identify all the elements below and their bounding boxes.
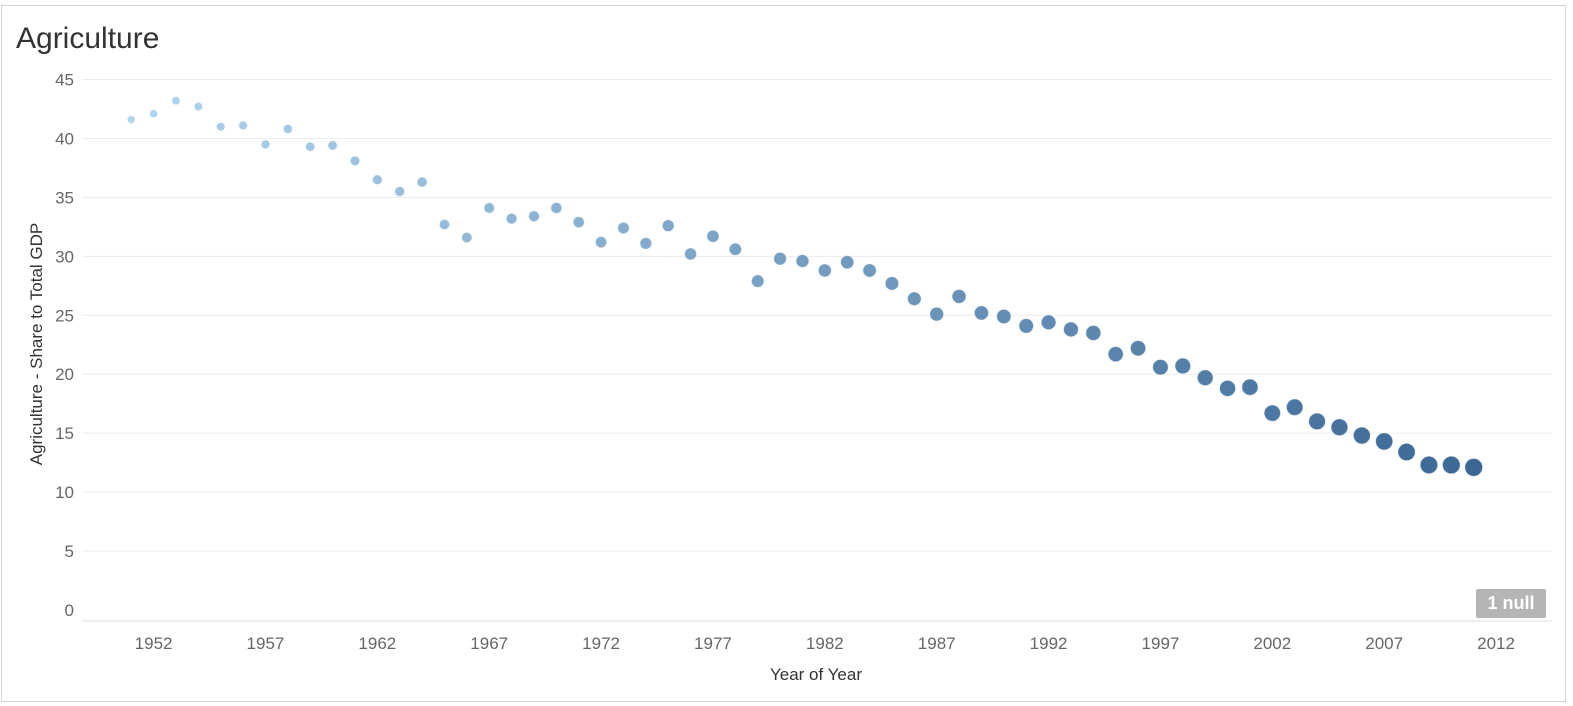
data-point[interactable] xyxy=(1285,398,1304,417)
x-tick-label: 1992 xyxy=(1030,634,1068,653)
data-point[interactable] xyxy=(817,263,832,278)
data-point[interactable] xyxy=(1263,404,1282,422)
data-point[interactable] xyxy=(884,276,900,291)
data-point[interactable] xyxy=(1129,340,1147,357)
data-point[interactable] xyxy=(238,120,249,131)
data-point[interactable] xyxy=(193,101,204,112)
data-point[interactable] xyxy=(438,218,451,231)
chart-title: Agriculture xyxy=(16,22,160,55)
y-tick-label: 35 xyxy=(55,188,74,207)
data-point[interactable] xyxy=(840,255,855,270)
data-point[interactable] xyxy=(1441,455,1461,475)
data-point[interactable] xyxy=(215,121,226,132)
data-point[interactable] xyxy=(1085,324,1102,342)
x-tick-label: 1957 xyxy=(247,634,285,653)
y-tick-label: 45 xyxy=(55,71,74,90)
data-point[interactable] xyxy=(260,139,271,150)
data-point[interactable] xyxy=(951,288,967,304)
x-tick-label: 1997 xyxy=(1142,634,1180,653)
data-point[interactable] xyxy=(126,115,136,125)
data-point[interactable] xyxy=(1174,357,1192,375)
x-tick-label: 1967 xyxy=(470,634,508,653)
data-point[interactable] xyxy=(505,212,518,225)
data-point[interactable] xyxy=(171,96,181,106)
data-point[interactable] xyxy=(349,155,361,167)
data-point[interactable] xyxy=(639,236,653,250)
x-tick-label: 1972 xyxy=(582,634,620,653)
data-point[interactable] xyxy=(461,231,473,244)
x-tick-label: 1977 xyxy=(694,634,732,653)
data-point[interactable] xyxy=(327,140,338,151)
x-tick-label: 2012 xyxy=(1477,634,1515,653)
grid-lines xyxy=(82,79,1552,552)
data-point[interactable] xyxy=(728,242,743,257)
x-tick-label: 2002 xyxy=(1253,634,1291,653)
data-point[interactable] xyxy=(594,235,608,249)
y-axis-ticks: 0 5 10 15 20 25 30 35 40 45 xyxy=(55,71,74,621)
data-point[interactable] xyxy=(906,291,922,307)
data-point[interactable] xyxy=(305,141,316,152)
data-point[interactable] xyxy=(1196,369,1214,387)
data-point[interactable] xyxy=(394,185,406,197)
x-tick-label: 1952 xyxy=(135,634,173,653)
data-point[interactable] xyxy=(1330,418,1349,437)
data-point[interactable] xyxy=(1352,426,1371,445)
data-point[interactable] xyxy=(483,202,496,214)
y-tick-label: 25 xyxy=(55,306,74,325)
chart-frame xyxy=(1,5,1566,702)
x-axis-title: Year of Year xyxy=(770,665,862,684)
data-point[interactable] xyxy=(1397,442,1416,462)
data-point[interactable] xyxy=(750,274,765,288)
data-point[interactable] xyxy=(371,174,383,186)
data-point[interactable] xyxy=(706,229,720,243)
x-tick-label: 1962 xyxy=(358,634,396,653)
data-point[interactable] xyxy=(1308,412,1326,431)
data-point[interactable] xyxy=(149,109,159,119)
data-point[interactable] xyxy=(527,210,540,223)
data-point[interactable] xyxy=(550,201,563,215)
null-count-badge[interactable]: 1 null xyxy=(1476,589,1546,618)
y-tick-label: 40 xyxy=(55,129,74,148)
y-tick-label: 20 xyxy=(55,365,74,384)
data-point[interactable] xyxy=(795,254,810,269)
data-point[interactable] xyxy=(1241,378,1259,396)
data-point[interactable] xyxy=(282,123,293,135)
data-point[interactable] xyxy=(773,251,787,266)
data-point[interactable] xyxy=(1018,318,1035,334)
data-point[interactable] xyxy=(1419,455,1439,475)
y-tick-label: 15 xyxy=(55,424,74,443)
x-tick-label: 1982 xyxy=(806,634,844,653)
data-point[interactable] xyxy=(684,247,698,261)
data-point[interactable] xyxy=(1218,379,1237,397)
data-point[interactable] xyxy=(617,221,630,235)
y-tick-label: 0 xyxy=(65,601,74,620)
data-point[interactable] xyxy=(1107,346,1124,363)
x-tick-label: 1987 xyxy=(918,634,956,653)
data-point[interactable] xyxy=(1464,457,1484,477)
data-point[interactable] xyxy=(862,263,877,278)
data-point[interactable] xyxy=(572,215,585,229)
y-tick-label: 5 xyxy=(65,542,74,561)
data-point[interactable] xyxy=(416,176,428,188)
data-point[interactable] xyxy=(973,305,990,321)
y-axis-title: Agriculture - Share to Total GDP xyxy=(27,223,46,466)
data-points xyxy=(126,96,1484,477)
x-tick-label: 2007 xyxy=(1365,634,1403,653)
data-point[interactable] xyxy=(1062,321,1079,338)
data-point[interactable] xyxy=(929,306,945,322)
data-point[interactable] xyxy=(996,308,1012,325)
data-point[interactable] xyxy=(1152,358,1169,376)
data-point[interactable] xyxy=(1375,432,1394,451)
y-tick-label: 30 xyxy=(55,247,74,266)
data-point[interactable] xyxy=(661,219,675,233)
x-axis-ticks: 1952 1957 1962 1967 1972 1977 1982 1987 1992 1997… xyxy=(135,634,1515,653)
y-tick-label: 10 xyxy=(55,483,74,502)
data-point[interactable] xyxy=(1040,314,1057,331)
